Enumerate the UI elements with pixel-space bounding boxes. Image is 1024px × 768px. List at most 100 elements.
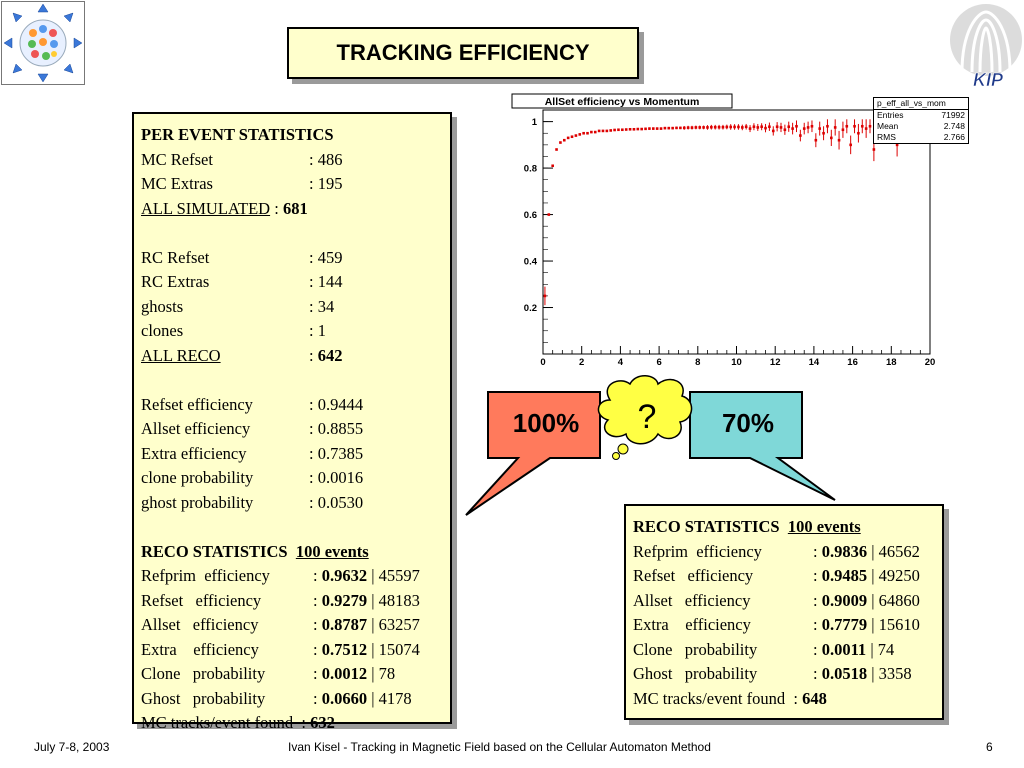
reco-stat-row: Allset efficiency: 0.9009 | 64860 xyxy=(633,590,920,610)
reco-stats-title: RECO STATISTICS 100 events xyxy=(633,517,861,536)
data-point xyxy=(771,129,775,133)
stats-legend: p_eff_all_vs_mom Entries 71992 Mean 2.748 RM… xyxy=(873,97,969,144)
data-point xyxy=(690,126,694,129)
per-event-row: clone probability: 0.0016 xyxy=(141,468,364,487)
reco-stat-row: Refset efficiency: 0.9485 | 49250 xyxy=(633,566,920,585)
reco-stat-row: Refprim efficiency: 0.9836 | 46562 xyxy=(633,541,920,561)
data-point xyxy=(833,126,837,129)
y-tick-label: 1 xyxy=(532,117,538,128)
thought-question-mark: ? xyxy=(637,398,657,436)
data-point xyxy=(748,127,752,130)
data-point xyxy=(810,124,814,128)
plot-frame xyxy=(542,109,931,355)
per-event-title: PER EVENT STATISTICS xyxy=(141,125,334,144)
data-point xyxy=(636,127,640,131)
data-point xyxy=(682,126,686,130)
data-point xyxy=(791,127,794,130)
per-event-row: Allset efficiency: 0.8855 xyxy=(141,419,364,438)
data-point xyxy=(787,125,791,129)
kip-logo-text: KIP xyxy=(973,70,1004,90)
y-tick-label: 0.6 xyxy=(524,210,537,221)
data-point xyxy=(864,127,868,130)
data-point xyxy=(628,127,632,131)
data-point xyxy=(578,133,582,136)
per-event-row: MC Refset: 486 xyxy=(141,149,343,169)
x-tick-label: 14 xyxy=(809,357,820,367)
data-point xyxy=(756,126,760,129)
data-point xyxy=(779,126,783,129)
data-point xyxy=(741,126,744,129)
per-event-row: ALL RECO: 642 xyxy=(141,345,343,365)
data-point xyxy=(818,127,822,130)
footer-page-number: 6 xyxy=(986,740,993,754)
data-point xyxy=(605,129,609,133)
data-point xyxy=(814,138,818,142)
data-point xyxy=(845,124,849,128)
per-event-row: clones: 1 xyxy=(141,321,326,340)
x-tick-label: 20 xyxy=(925,357,936,367)
stats-legend-row: Entries 71992 xyxy=(877,110,965,120)
data-point xyxy=(686,126,690,129)
per-event-row: MC Extras: 195 xyxy=(141,174,343,193)
data-point xyxy=(752,125,756,129)
per-event-row: RC Refset: 459 xyxy=(141,247,343,267)
x-tick-label: 0 xyxy=(540,357,545,367)
data-point xyxy=(694,126,698,129)
data-point xyxy=(675,126,678,130)
reco-stat-row: Refset efficiency: 0.9279 | 48183 xyxy=(141,590,420,610)
thought-cloud-shape xyxy=(597,375,693,445)
stats-legend-row: RMS 2.766 xyxy=(877,132,965,142)
mc-tracks-row: MC tracks/event found : 648 xyxy=(633,688,827,708)
callout-100-shape xyxy=(465,391,601,516)
data-point xyxy=(857,131,860,135)
data-point xyxy=(729,125,732,129)
mc-tracks-row: MC tracks/event found : 632 xyxy=(141,713,335,732)
data-point xyxy=(667,126,671,130)
callout-100-label: 100% xyxy=(512,408,580,438)
data-point xyxy=(651,127,655,130)
data-point xyxy=(574,134,578,137)
footer-date: July 7-8, 2003 xyxy=(34,740,110,754)
data-point xyxy=(841,128,845,132)
data-point xyxy=(853,124,856,128)
data-point xyxy=(566,136,570,140)
y-tick-label: 0.4 xyxy=(524,257,538,268)
per-event-row: Extra efficiency: 0.7385 xyxy=(141,443,364,463)
data-point xyxy=(593,130,597,134)
kip-logo: KIP xyxy=(948,0,1024,92)
data-point xyxy=(860,124,864,128)
data-point xyxy=(613,128,616,132)
data-point xyxy=(733,125,736,129)
reco-stat-row: Extra efficiency: 0.7512 | 15074 xyxy=(141,639,420,659)
data-point xyxy=(895,143,899,147)
reco-stat-row: Allset efficiency: 0.8787 | 63257 xyxy=(141,615,420,634)
data-point xyxy=(725,125,729,129)
per-event-row: ALL SIMULATED : 681 xyxy=(141,198,308,218)
data-point xyxy=(868,124,872,128)
data-point xyxy=(582,131,585,135)
data-point xyxy=(717,125,721,129)
data-point xyxy=(802,127,806,130)
data-point xyxy=(775,125,779,129)
data-point xyxy=(601,129,605,133)
data-point xyxy=(679,126,682,130)
data-point xyxy=(710,125,713,129)
stats-legend-row: Mean 2.748 xyxy=(877,121,965,131)
data-point xyxy=(826,124,829,128)
data-point xyxy=(543,294,547,298)
data-point xyxy=(768,125,771,129)
data-point xyxy=(872,148,876,151)
y-tick-label: 0.2 xyxy=(524,303,537,314)
data-point xyxy=(609,129,613,132)
reco-stat-row: Ghost probability: 0.0660 | 4178 xyxy=(141,688,412,708)
thought-bubble-tiny xyxy=(612,452,620,460)
chart-title: AllSet efficiency vs Momentum xyxy=(545,96,700,108)
data-point xyxy=(764,126,767,130)
x-tick-label: 6 xyxy=(656,357,661,367)
reco-stat-row: Clone probability: 0.0011 | 74 xyxy=(633,639,895,659)
data-point xyxy=(562,138,566,142)
cellular-automaton-logo xyxy=(1,1,85,85)
x-tick-label: 16 xyxy=(847,357,858,367)
x-tick-label: 12 xyxy=(770,357,781,367)
data-point xyxy=(586,131,589,135)
